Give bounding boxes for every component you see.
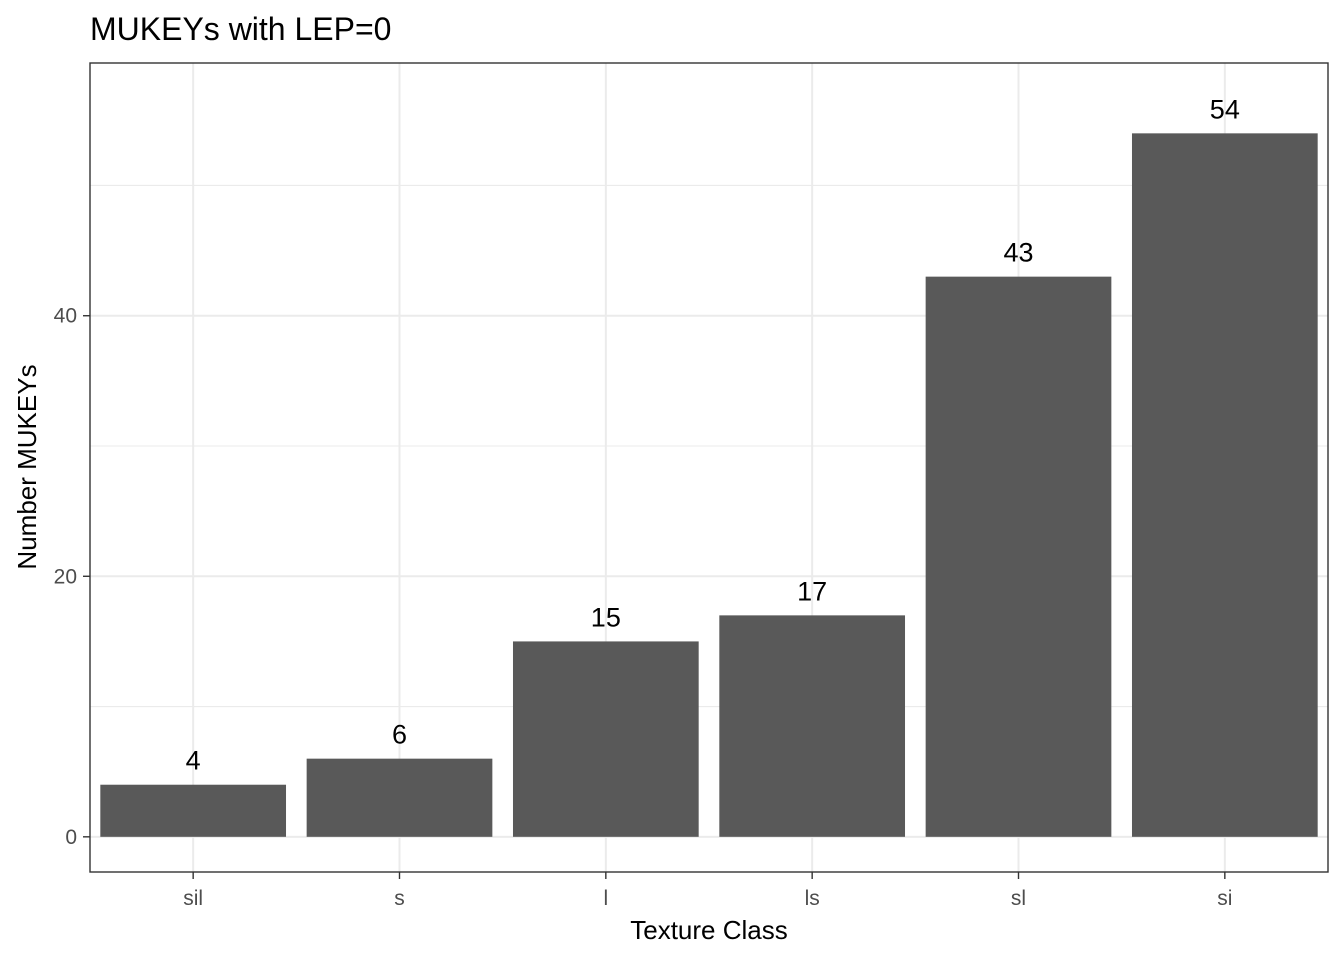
bar-value-label: 43 [1003,238,1033,268]
x-tick-label: si [1217,887,1232,910]
bar [1131,133,1318,837]
bar [512,641,699,837]
x-axis-title: Texture Class [630,915,788,945]
y-axis: 0 20 40 [54,305,90,849]
bar-value-label: 6 [392,720,407,750]
bar-value-labels: 4 6 15 17 43 54 [186,94,1240,775]
y-tick-label: 40 [54,305,77,328]
chart-title: MUKEYs with LEP=0 [90,11,391,47]
x-tick-label: sil [183,887,203,910]
bar [306,758,493,837]
panel-border [89,62,1329,873]
x-tick-label: s [394,887,405,910]
bar-value-label: 17 [797,576,827,606]
bar-value-label: 4 [186,746,201,776]
x-tick-label: sl [1011,887,1026,910]
x-tick-label: ls [805,887,820,910]
bars [100,133,1318,837]
y-tick-label: 0 [65,826,77,849]
y-axis-title: Number MUKEYs [12,364,42,569]
x-tick-label: l [603,887,608,910]
bar-value-label: 54 [1210,94,1240,124]
x-axis: sil s l ls sl si [183,872,1232,910]
bar [100,784,287,837]
y-tick-label: 20 [54,565,77,588]
bar [719,615,906,837]
bar-value-label: 15 [591,602,621,632]
bar [925,276,1112,837]
